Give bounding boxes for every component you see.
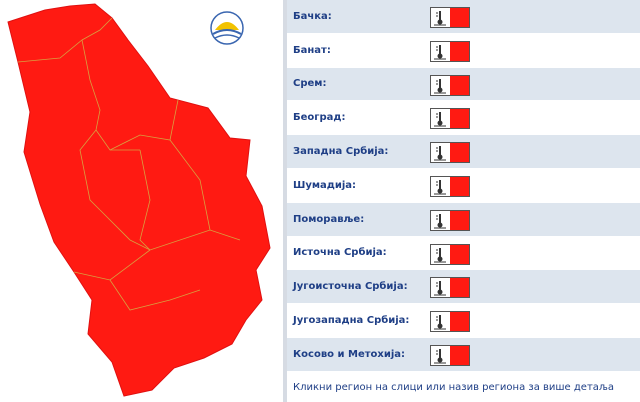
region-name[interactable]: Бачка: — [293, 10, 332, 22]
region-row[interactable]: Источна Србија: — [287, 236, 640, 271]
region-name[interactable]: Косово и Метохија: — [293, 348, 406, 360]
divider — [283, 0, 287, 402]
footer-note: Кликни регион на слици или назив региона… — [293, 382, 615, 393]
region-name[interactable]: Банат: — [293, 44, 331, 56]
region-name[interactable]: Југозападна Србија: — [293, 315, 410, 327]
serbia-map[interactable] — [7, 3, 271, 397]
warning-icon[interactable] — [430, 142, 470, 164]
warning-icon[interactable] — [430, 344, 470, 366]
region-row[interactable]: Косово и Метохија: — [287, 337, 640, 372]
region-name[interactable]: Источна Србија: — [293, 247, 387, 259]
warning-icon[interactable] — [430, 108, 470, 130]
warning-icon[interactable] — [430, 209, 470, 231]
region-row[interactable]: Поморавље: — [287, 202, 640, 237]
region-name[interactable]: Поморавље: — [293, 213, 365, 225]
warning-icon[interactable] — [430, 7, 470, 28]
warning-icon[interactable] — [430, 175, 470, 197]
region-borders — [17, 17, 241, 311]
region-name[interactable]: Шумадија: — [293, 179, 357, 191]
warning-icon[interactable] — [430, 40, 470, 62]
region-row[interactable]: Банат: — [287, 33, 640, 68]
map — [7, 3, 271, 397]
region-name[interactable]: Западна Србија: — [293, 146, 389, 158]
region-name[interactable]: Југоисточна Србија: — [293, 281, 408, 293]
logo — [210, 11, 244, 45]
warning-icon[interactable] — [430, 74, 470, 96]
region-row[interactable]: Шумадија: — [287, 168, 640, 203]
warning-icon[interactable] — [430, 277, 470, 299]
region-row[interactable]: Бачка: — [287, 0, 640, 34]
region-row[interactable]: Београд: — [287, 101, 640, 136]
warning-icon[interactable] — [430, 311, 470, 333]
region-name[interactable]: Београд: — [293, 112, 346, 124]
region-row[interactable]: Срем: — [287, 67, 640, 102]
region-name[interactable]: Срем: — [293, 78, 327, 90]
region-row[interactable]: Југозападна Србија: — [287, 304, 640, 338]
region-row[interactable]: Југоисточна Србија: — [287, 270, 640, 305]
warning-icon[interactable] — [430, 243, 470, 265]
region-table: Бачка: Банат: Срем: Београд: Западна Србија:… — [287, 0, 640, 372]
region-row[interactable]: Западна Србија: — [287, 135, 640, 169]
